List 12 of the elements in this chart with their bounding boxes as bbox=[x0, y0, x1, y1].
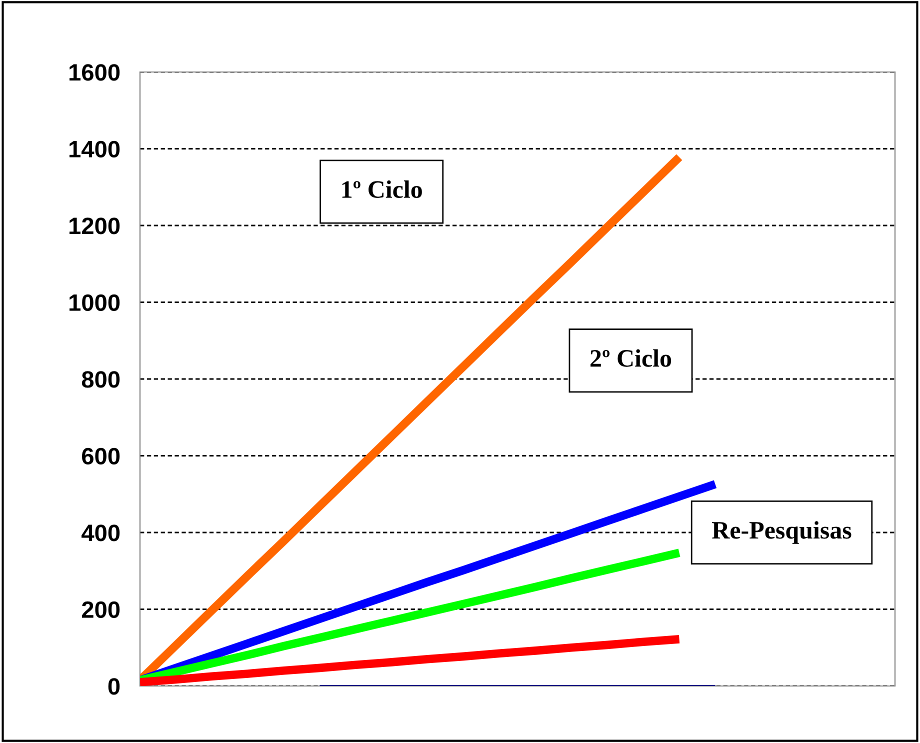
y-tick-label: 400 bbox=[82, 524, 120, 542]
y-tick-label: 1400 bbox=[70, 140, 120, 158]
y-tick-label: 1200 bbox=[70, 218, 120, 234]
y-tick-label: 200 bbox=[82, 601, 120, 618]
y-tick-label: 800 bbox=[82, 371, 120, 388]
y-tick-label: 600 bbox=[82, 448, 120, 465]
annotation: 2º Ciclo bbox=[590, 349, 672, 367]
y-tick-label: 1000 bbox=[70, 294, 120, 312]
y-tick-label: 0 bbox=[108, 678, 120, 695]
annotation: 1º Ciclo bbox=[342, 180, 422, 198]
annotation: Re-Pesquisas bbox=[712, 521, 852, 544]
y-tick-label: 1600 bbox=[70, 64, 120, 81]
